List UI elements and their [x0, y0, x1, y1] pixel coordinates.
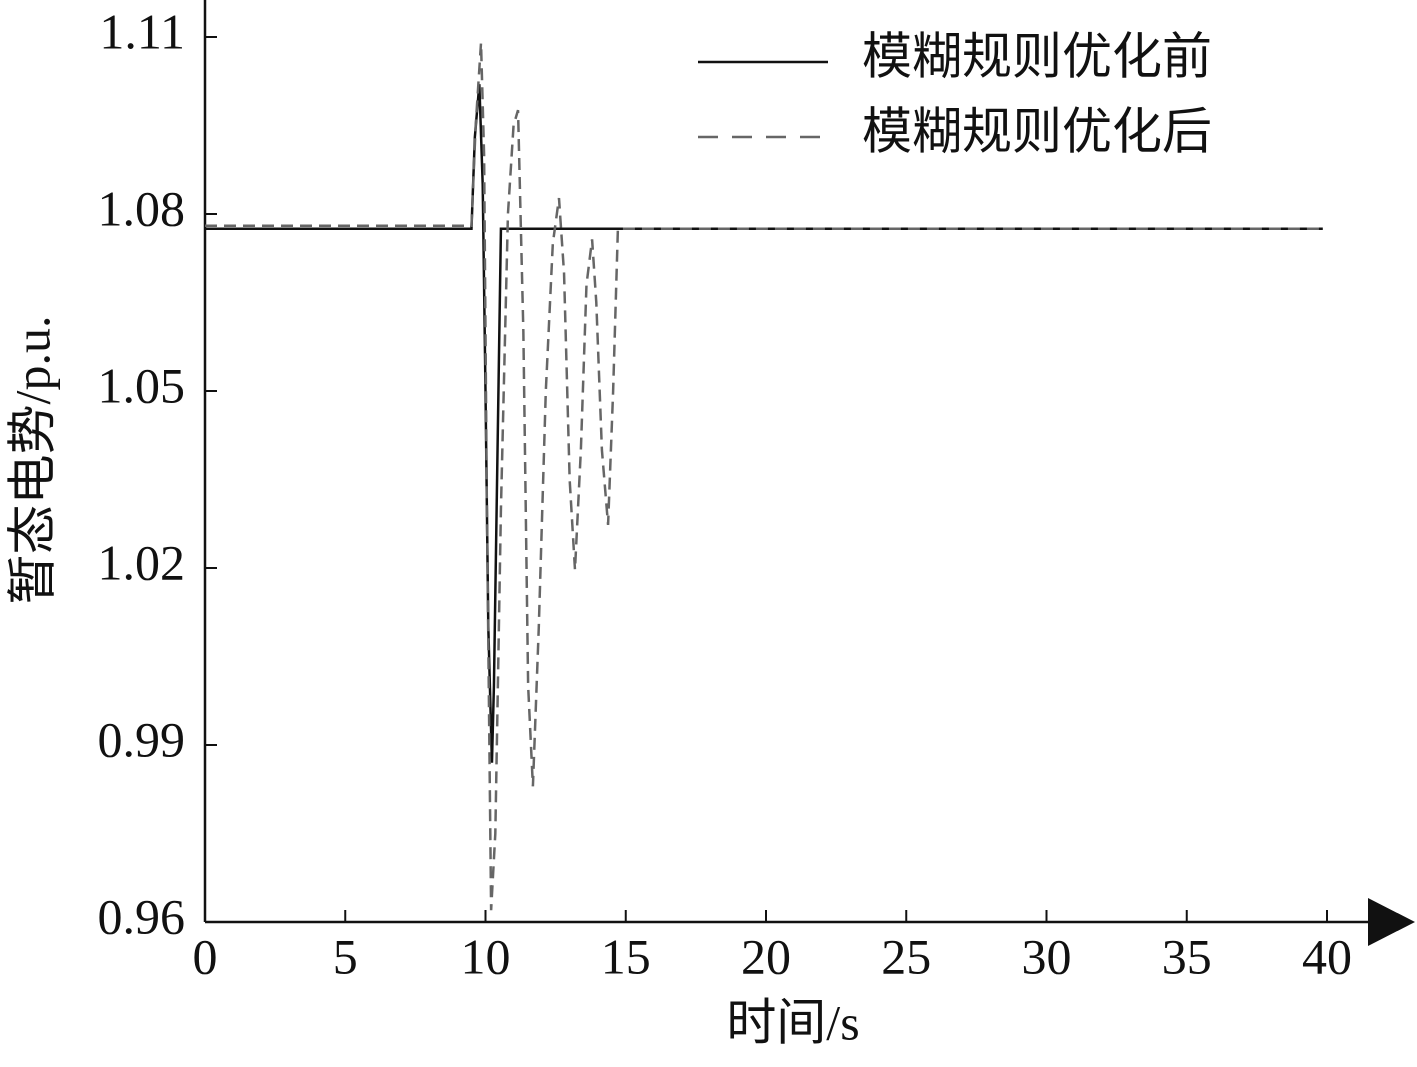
legend-label: 模糊规则优化前 — [862, 28, 1212, 84]
y-tick-label: 1.02 — [98, 534, 186, 590]
x-tick-label: 35 — [1162, 928, 1212, 984]
x-axis-arrow — [1368, 898, 1415, 946]
x-tick-label: 30 — [1022, 928, 1072, 984]
y-tick-label: 0.96 — [98, 888, 186, 944]
x-tick-label: 25 — [881, 928, 931, 984]
x-tick-label: 15 — [601, 928, 651, 984]
x-tick-label: 5 — [333, 928, 358, 984]
x-tick-label: 0 — [193, 928, 218, 984]
y-tick-label: 1.11 — [99, 3, 185, 59]
x-tick-label: 20 — [741, 928, 791, 984]
y-tick-label: 1.08 — [98, 180, 186, 236]
x-tick-label: 40 — [1302, 928, 1352, 984]
x-tick-label: 10 — [461, 928, 511, 984]
x-axis-label: 时间/s — [726, 994, 859, 1050]
y-axis-label: 暂态电势/p.u. — [4, 316, 60, 605]
series-line — [205, 84, 1323, 763]
series-line — [205, 42, 1323, 911]
y-tick-label: 0.99 — [98, 711, 186, 767]
legend-label: 模糊规则优化后 — [862, 103, 1212, 159]
y-tick-label: 1.05 — [98, 357, 186, 413]
